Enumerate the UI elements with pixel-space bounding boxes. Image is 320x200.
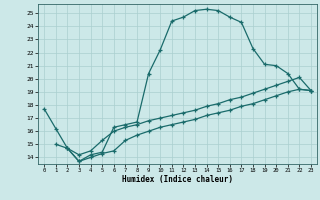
X-axis label: Humidex (Indice chaleur): Humidex (Indice chaleur) — [122, 175, 233, 184]
